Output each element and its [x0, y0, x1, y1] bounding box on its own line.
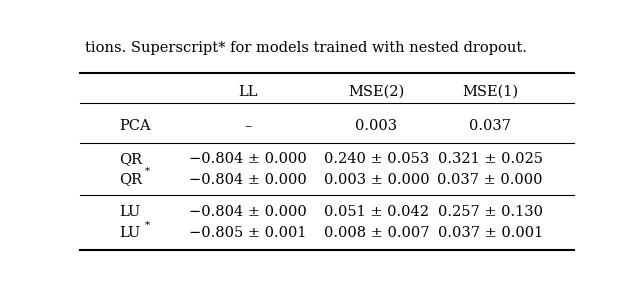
Text: *: * [145, 167, 150, 176]
Text: QR: QR [119, 172, 142, 187]
Text: MSE(1): MSE(1) [462, 85, 518, 99]
Text: 0.037 ± 0.000: 0.037 ± 0.000 [438, 172, 543, 187]
Text: MSE(2): MSE(2) [348, 85, 404, 99]
Text: *: * [145, 220, 150, 229]
Text: −0.804 ± 0.000: −0.804 ± 0.000 [189, 205, 307, 219]
Text: LU: LU [119, 205, 140, 219]
Text: 0.008 ± 0.007: 0.008 ± 0.007 [323, 226, 429, 240]
Text: –: – [244, 119, 251, 133]
Text: −0.804 ± 0.000: −0.804 ± 0.000 [189, 152, 307, 166]
Text: 0.037: 0.037 [469, 119, 511, 133]
Text: LU: LU [119, 226, 140, 240]
Text: 0.240 ± 0.053: 0.240 ± 0.053 [324, 152, 429, 166]
Text: QR: QR [119, 152, 142, 166]
Text: tions. Superscript* for models trained with nested dropout.: tions. Superscript* for models trained w… [85, 41, 526, 55]
Text: 0.051 ± 0.042: 0.051 ± 0.042 [324, 205, 429, 219]
Text: −0.805 ± 0.001: −0.805 ± 0.001 [189, 226, 307, 240]
Text: 0.257 ± 0.130: 0.257 ± 0.130 [438, 205, 543, 219]
Text: LL: LL [238, 85, 258, 99]
Text: −0.804 ± 0.000: −0.804 ± 0.000 [189, 172, 307, 187]
Text: 0.003 ± 0.000: 0.003 ± 0.000 [323, 172, 429, 187]
Text: 0.321 ± 0.025: 0.321 ± 0.025 [438, 152, 543, 166]
Text: 0.003: 0.003 [355, 119, 397, 133]
Text: PCA: PCA [119, 119, 151, 133]
Text: 0.037 ± 0.001: 0.037 ± 0.001 [438, 226, 543, 240]
